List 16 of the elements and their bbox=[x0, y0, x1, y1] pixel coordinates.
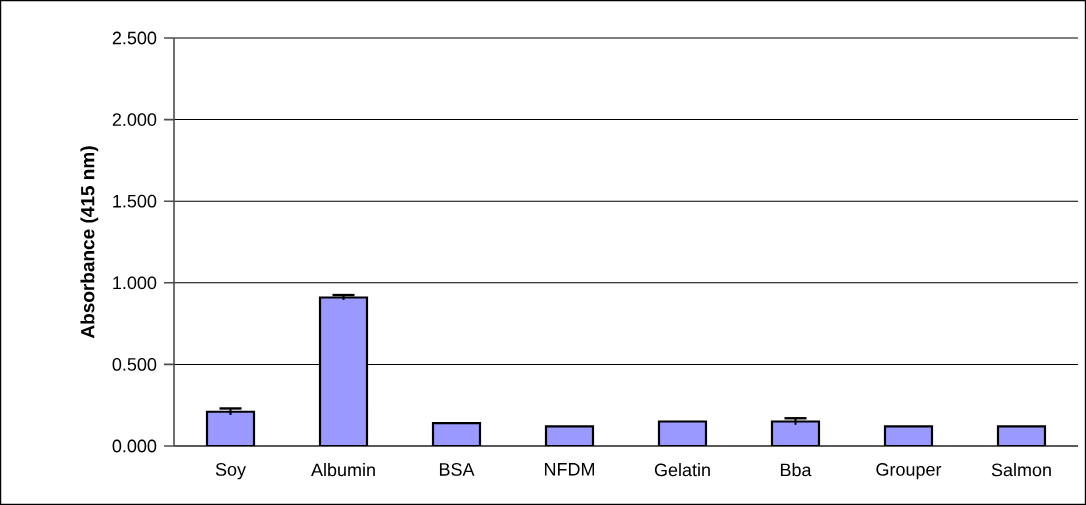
y-tick-label: 1.000 bbox=[113, 276, 157, 290]
x-tick-label: Gelatin bbox=[654, 463, 710, 477]
y-tick-label: 0.500 bbox=[112, 358, 157, 371]
x-tick-label: Grouper bbox=[876, 463, 942, 480]
bar bbox=[318, 296, 369, 446]
x-tick-label: Salmon bbox=[991, 463, 1051, 477]
y-tick-label: 0.000 bbox=[112, 439, 157, 453]
x-tick-label: NFDM bbox=[544, 463, 595, 476]
y-axis-title: Absorbance (415 nm) bbox=[80, 146, 99, 339]
x-tick-label: Bba bbox=[780, 463, 812, 477]
y-tick-label: 1.500 bbox=[113, 194, 157, 208]
x-tick-label: BSA bbox=[439, 463, 475, 476]
y-tick-label: 2.500 bbox=[112, 31, 157, 45]
x-tick-label: Albumin bbox=[311, 463, 375, 477]
x-tick-label: Soy bbox=[215, 463, 246, 480]
y-tick-label: 2.000 bbox=[112, 113, 157, 126]
